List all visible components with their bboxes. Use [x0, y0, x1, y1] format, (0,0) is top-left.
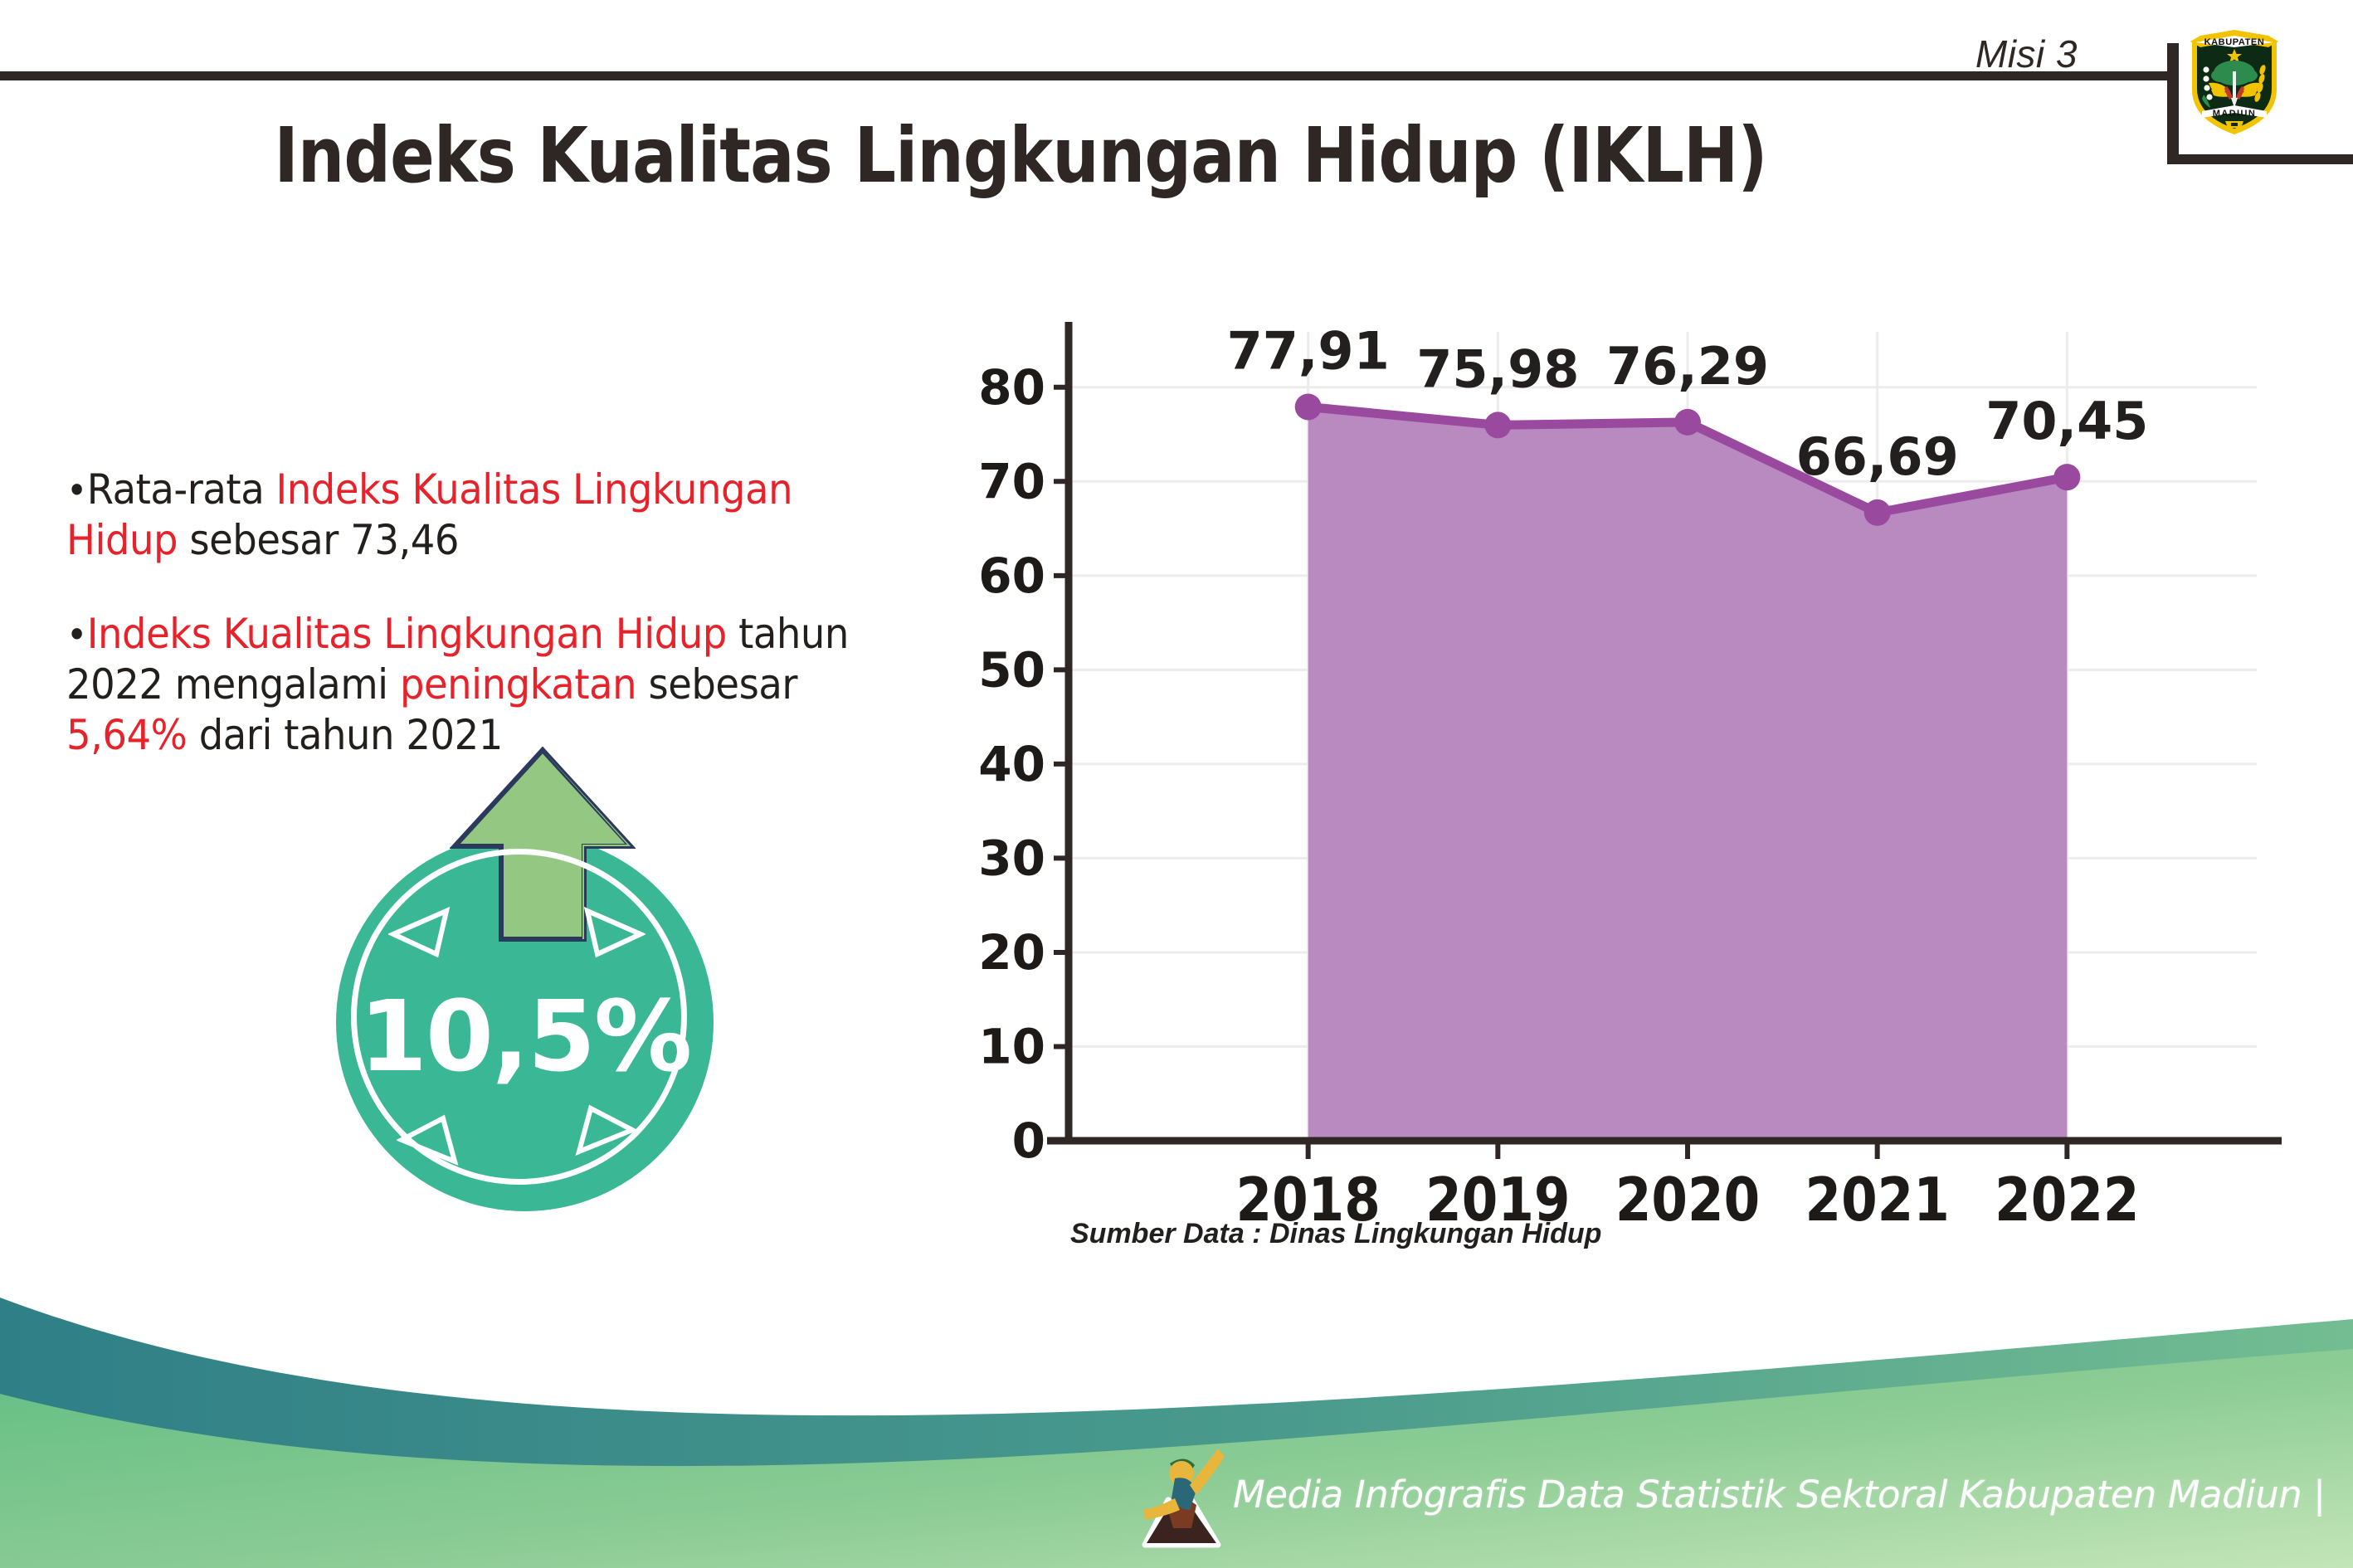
bullet-segment-highlight: peningkatan	[399, 660, 637, 709]
badge-inner-ring	[351, 849, 687, 1185]
badge-value: 10,5%	[358, 979, 692, 1093]
bullet-segment: dari tahun 2021	[187, 711, 504, 759]
svg-text:30: 30	[978, 830, 1045, 886]
bullet-item-growth: •Indeks Kualitas Lingkungan Hidup tahun …	[66, 609, 869, 761]
svg-text:40: 40	[978, 736, 1045, 792]
summary-bullets: •Rata-rata Indeks Kualitas Lingkungan Hi…	[66, 465, 929, 804]
svg-text:70,45: 70,45	[1985, 391, 2148, 451]
svg-text:50: 50	[978, 641, 1045, 698]
chart-data-labels: 77,91 75,98 76,29 66,69 70,45	[1227, 320, 2149, 486]
page-title: Indeks Kualitas Lingkungan Hidup (IKLH)	[274, 111, 1767, 200]
svg-text:77,91: 77,91	[1227, 320, 1390, 381]
svg-text:2019: 2019	[1425, 1165, 1570, 1234]
bullet-segment-highlight: Indeks Kualitas Lingkungan Hidup	[66, 465, 793, 564]
header-bracket-horizontal	[2167, 154, 2353, 164]
bullet-segment: Rata-rata	[86, 465, 276, 514]
bullet-segment: sebesar 73,46	[178, 516, 460, 564]
badge-tick-top-left-icon	[388, 906, 451, 958]
bullet-marker: •	[66, 468, 87, 513]
svg-text:2022: 2022	[1995, 1165, 2139, 1234]
footer-wave-decoration	[0, 1298, 2353, 1568]
svg-text:2018: 2018	[1236, 1165, 1381, 1234]
footer-caption: Media Infografis Data Statistik Sektoral…	[1233, 1473, 2326, 1517]
dancer-figure-logo-icon	[1142, 1449, 1225, 1548]
svg-text:80: 80	[978, 359, 1045, 416]
svg-text:60: 60	[978, 548, 1045, 604]
svg-text:2020: 2020	[1615, 1165, 1760, 1234]
bullet-segment-highlight: Indeks Kualitas Lingkungan Hidup	[86, 610, 727, 658]
bullet-item-average: •Rata-rata Indeks Kualitas Lingkungan Hi…	[66, 465, 869, 566]
svg-text:70: 70	[978, 453, 1045, 509]
badge-tick-bottom-left-icon	[397, 1114, 459, 1166]
mission-label: Misi 3	[1975, 32, 2078, 75]
svg-text:MADIUN: MADIUN	[2213, 109, 2256, 119]
header-rule	[0, 71, 2175, 80]
kabupaten-madiun-logo-icon: KABUPATEN MADIUN	[2190, 30, 2278, 134]
iklh-area-chart: 0 10 20 30 40 50 60 70 80 2018 2019 2020 2021 2022 7…	[971, 290, 2290, 1303]
chart-canvas: 0 10 20 30 40 50 60 70 80 2018 2019 2020 2021 2022 7…	[978, 320, 2282, 1234]
bullet-marker: •	[66, 612, 87, 657]
chart-source-note: Sumber Data : Dinas Lingkungan Hidup	[1070, 1218, 1602, 1249]
svg-text:KABUPATEN: KABUPATEN	[2204, 37, 2265, 47]
chart-y-axis-labels: 0 10 20 30 40 50 60 70 80	[978, 359, 1045, 1169]
svg-text:10: 10	[978, 1018, 1045, 1074]
svg-text:0: 0	[1012, 1113, 1045, 1169]
bullet-segment: tahun 2022 mengalami	[66, 610, 849, 709]
badge-tick-top-right-icon	[583, 906, 645, 958]
bullet-segment: sebesar	[636, 660, 798, 709]
svg-text:66,69: 66,69	[1796, 426, 1959, 487]
svg-text:2021: 2021	[1805, 1165, 1950, 1234]
chart-area-fill	[1308, 407, 2068, 1141]
header-bracket-vertical	[2167, 43, 2179, 164]
growth-badge: 10,5%	[324, 747, 772, 1211]
svg-text:20: 20	[978, 924, 1045, 981]
chart-x-axis-labels: 2018 2019 2020 2021 2022	[1236, 1165, 2140, 1234]
chart-axes	[1047, 322, 2282, 1159]
chart-markers	[1294, 393, 2081, 526]
badge-tick-bottom-right-icon	[575, 1104, 637, 1157]
svg-text:76,29: 76,29	[1606, 336, 1769, 397]
svg-text:75,98: 75,98	[1416, 338, 1579, 399]
bullet-segment-highlight: 5,64%	[66, 711, 188, 759]
